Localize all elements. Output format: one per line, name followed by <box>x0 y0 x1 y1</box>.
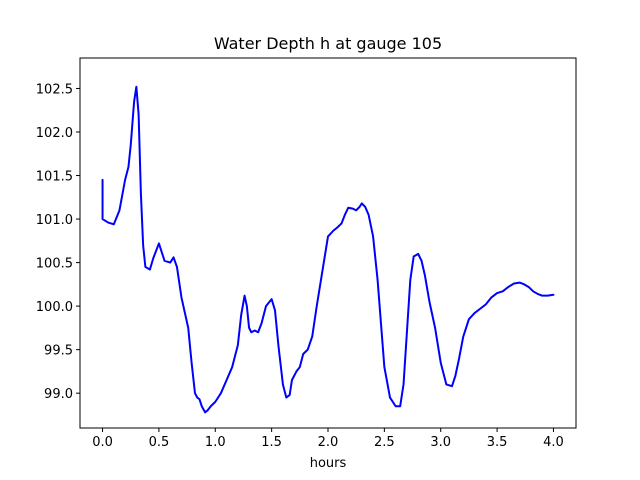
x-tick-label: 0.5 <box>149 435 170 450</box>
x-tick-label: 1.5 <box>261 435 282 450</box>
x-tick-label: 3.5 <box>487 435 508 450</box>
x-tick-label: 1.0 <box>205 435 226 450</box>
y-tick-label: 102.5 <box>36 82 73 97</box>
y-tick-label: 99.0 <box>44 387 73 402</box>
x-tick-label: 3.0 <box>430 435 451 450</box>
y-tick-label: 99.5 <box>44 344 73 359</box>
plot-area-frame <box>79 57 577 429</box>
x-axis-label: hours <box>310 456 347 471</box>
x-tick-label: 2.5 <box>374 435 395 450</box>
y-tick-label: 100.5 <box>36 257 73 272</box>
y-tick-label: 100.0 <box>36 300 73 315</box>
y-tick-label: 101.0 <box>36 213 73 228</box>
x-tick-label: 0.0 <box>92 435 113 450</box>
y-tick-label: 101.5 <box>36 170 73 185</box>
y-tick-label: 102.0 <box>36 126 73 141</box>
x-tick-label: 4.0 <box>543 435 564 450</box>
x-axis-ticks: 0.0 0.5 1.0 1.5 2.0 2.5 3.0 3.5 4.0 <box>92 428 564 450</box>
y-axis-ticks: 99.0 99.5 100.0 100.5 101.0 101.5 102.0 102.5 <box>36 82 80 402</box>
chart-title: Water Depth h at gauge 105 <box>214 34 442 53</box>
series-line <box>101 85 555 414</box>
x-tick-label: 2.0 <box>318 435 339 450</box>
